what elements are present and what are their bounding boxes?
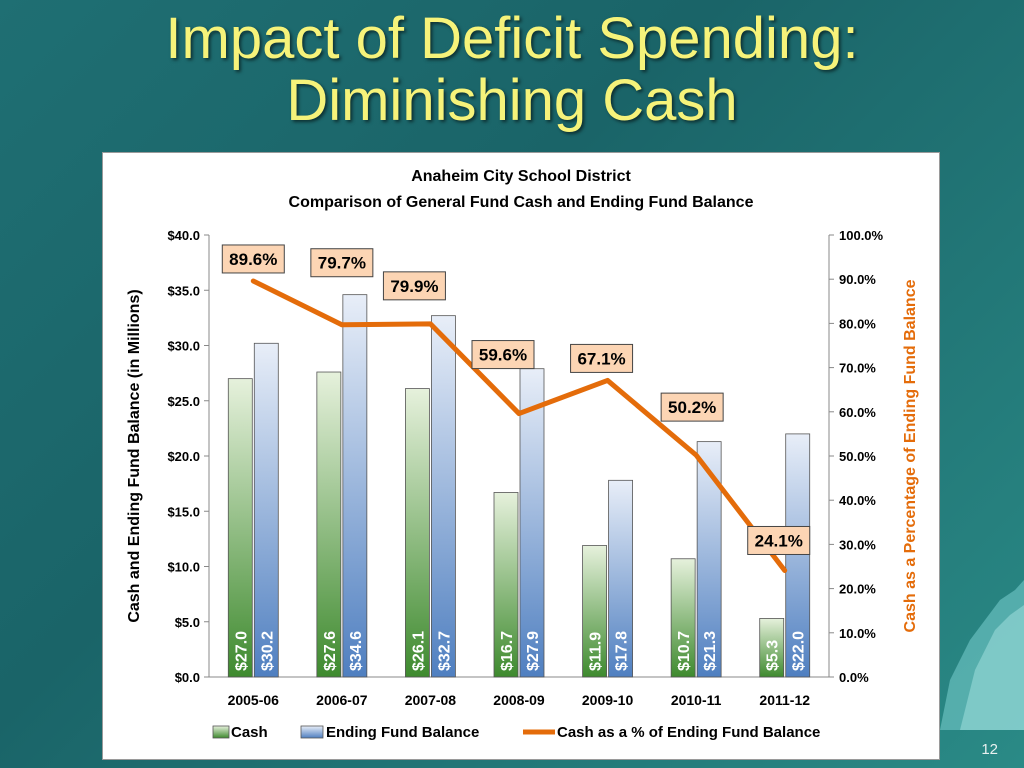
slide-title-line-1: Impact of Deficit Spending: [165,6,859,71]
legend-fund-swatch [300,725,324,739]
fund-bar [253,342,279,678]
y2-tick-label: 40.0% [839,493,876,508]
x-tick-label: 2010-11 [671,692,722,708]
y-tick-label: $0.0 [175,670,200,685]
y2-axis-label: Cash as a Percentage of Ending Fund Bala… [902,279,919,632]
y-tick-label: $30.0 [167,339,200,354]
y-axis-label: Cash and Ending Fund Balance (in Million… [126,289,143,622]
percent-data-label: 89.6% [229,250,277,269]
x-tick-label: 2005-06 [228,692,280,708]
cash-data-label: $10.7 [676,631,693,671]
cash-bar [405,388,430,678]
cash-bar [759,618,785,678]
y-tick-label: $5.0 [175,615,200,630]
legend-line-label: Cash as a % of Ending Fund Balance [557,724,820,741]
x-tick-label: 2007-08 [405,692,457,708]
cash-data-label: $27.6 [322,631,339,671]
y2-tick-label: 20.0% [839,582,876,597]
percent-label-box [471,340,535,370]
cash-data-label: $5.3 [765,640,782,671]
y2-tick-label: 90.0% [839,272,876,287]
percent-label-box [570,343,634,373]
cash-bar [316,371,342,678]
fund-bar [519,368,545,678]
cash-bar [493,492,519,678]
y-tick-label: $15.0 [167,504,200,519]
legend-cash-swatch [212,725,230,739]
fund-data-label: $32.7 [436,631,453,671]
chart: Anaheim City School District Comparison o… [126,168,919,741]
x-tick-label: 2011-12 [759,692,810,708]
y2-tick-label: 80.0% [839,316,876,331]
y2-tick-label: 0.0% [839,670,869,685]
percent-label-box [382,271,446,301]
fund-data-label: $17.8 [614,631,631,671]
fund-data-label: $34.6 [348,631,365,671]
y2-tick-label: 10.0% [839,626,876,641]
cash-data-label: $26.1 [410,631,427,671]
chart-subtitle: Comparison of General Fund Cash and Endi… [289,194,754,211]
percent-label-box [310,248,374,278]
percent-label-box [221,244,285,274]
fund-data-label: $21.3 [702,631,719,671]
cash-bar [227,378,253,678]
y-tick-label: $35.0 [167,283,200,298]
fund-bar [785,433,811,678]
y2-tick-label: 100.0% [839,228,884,243]
fund-bar [431,315,456,678]
chart-panel: Anaheim City School District Comparison o… [102,152,940,760]
slide-title: Impact of Deficit Spending: Diminishing … [0,0,1024,132]
legend-fund-label: Ending Fund Balance [326,724,479,741]
percent-data-label: 50.2% [668,398,716,417]
mountain-decoration [940,580,1024,730]
fund-data-label: $22.0 [791,631,808,671]
slide-number: 12 [981,741,998,758]
slide-title-line-2: Diminishing Cash [286,68,738,133]
x-tick-label: 2009-10 [582,692,634,708]
y2-tick-label: 30.0% [839,537,876,552]
x-tick-label: 2008-09 [493,692,545,708]
percent-data-label: 79.7% [318,254,366,273]
cash-data-label: $16.7 [499,631,516,671]
percent-data-label: 59.6% [479,346,527,365]
percent-label-box [660,392,724,422]
y2-tick-label: 60.0% [839,405,876,420]
y-tick-label: $25.0 [167,394,200,409]
y2-tick-label: 70.0% [839,361,876,376]
y-tick-label: $40.0 [167,228,200,243]
cash-data-label: $11.9 [588,632,605,671]
chart-title: Anaheim City School District [411,168,631,185]
cash-data-label: $27.0 [233,631,250,671]
cash-bar [670,558,696,678]
y-tick-label: $20.0 [167,449,200,464]
legend-cash-label: Cash [231,724,268,741]
fund-data-label: $30.2 [259,631,276,671]
percent-data-label: 24.1% [755,531,803,550]
percent-line [250,278,788,573]
y2-tick-label: 50.0% [839,449,876,464]
y-tick-label: $10.0 [167,560,200,575]
fund-bar [342,294,368,678]
fund-data-label: $27.9 [525,631,542,671]
percent-data-label: 79.9% [390,277,438,296]
percent-label-box [747,525,811,555]
x-tick-label: 2006-07 [316,692,368,708]
fund-bar [608,479,633,678]
percent-data-label: 67.1% [577,349,625,368]
cash-bar [582,545,607,678]
